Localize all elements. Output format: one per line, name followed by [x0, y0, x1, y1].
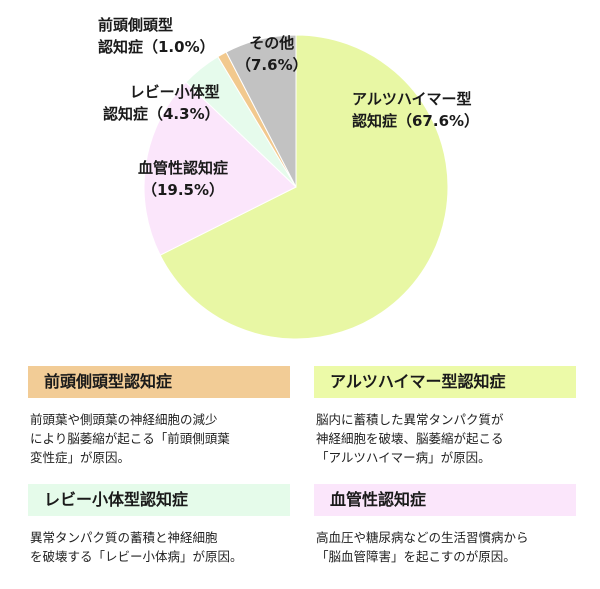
- label-lewy: レビー小体型 認知症（4.3%）: [103, 83, 220, 123]
- pie-chart: [143, 34, 449, 340]
- card-frontotemporal: 前頭側頭型認知症 前頭葉や側頭葉の神経細胞の減少 により脳萎縮が起こる「前頭側頭葉…: [28, 366, 290, 467]
- label-frontotemporal: 前頭側頭型 認知症（1.0%）: [98, 16, 215, 56]
- card-vascular: 血管性認知症 高血圧や糖尿病などの生活習慣病から 「脳血管障害」を起こすのが原因。: [314, 484, 576, 566]
- card-frontotemporal-text: 前頭葉や側頭葉の神経細胞の減少 により脳萎縮が起こる「前頭側頭葉 変性症」が原因。: [30, 412, 230, 465]
- card-vascular-title: 血管性認知症: [314, 484, 576, 516]
- label-vascular: 血管性認知症 （19.5%）: [138, 159, 229, 199]
- slice-vascular: [143, 81, 297, 256]
- card-lewy: レビー小体型認知症 異常タンパク質の蓄積と神経細胞 を破壊する「レビー小体病」が原…: [28, 484, 290, 566]
- slice-alzheimers: [159, 34, 449, 340]
- card-frontotemporal-title: 前頭側頭型認知症: [28, 366, 290, 398]
- card-lewy-title: レビー小体型認知症: [28, 484, 290, 516]
- label-alzheimers: アルツハイマー型 認知症（67.6%）: [352, 90, 480, 130]
- card-alzheimers-title: アルツハイマー型認知症: [314, 366, 576, 398]
- label-other: その他 （7.6%）: [236, 34, 308, 74]
- card-lewy-text: 異常タンパク質の蓄積と神経細胞 を破壊する「レビー小体病」が原因。: [30, 530, 243, 564]
- card-vascular-text: 高血圧や糖尿病などの生活習慣病から 「脳血管障害」を起こすのが原因。: [316, 530, 529, 564]
- slice-other: [225, 34, 297, 188]
- card-alzheimers-text: 脳内に蓄積した異常タンパク質が 神経細胞を破壊、脳萎縮が起こる 「アルツハイマー病」…: [316, 412, 504, 465]
- card-alzheimers: アルツハイマー型認知症 脳内に蓄積した異常タンパク質が 神経細胞を破壊、脳萎縮が起…: [314, 366, 576, 467]
